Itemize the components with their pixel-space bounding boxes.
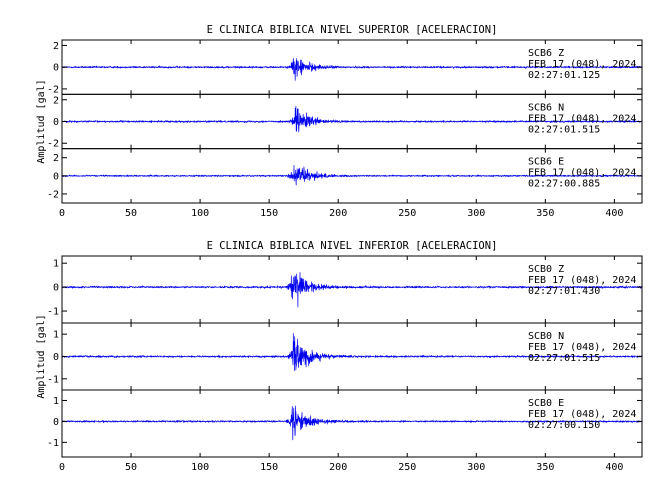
x-tick-label: 0 xyxy=(59,208,65,219)
y-tick-label: -1 xyxy=(47,374,59,385)
y-tick-label: 0 xyxy=(53,171,59,182)
station-component-label: SCB6 N xyxy=(528,102,564,113)
chart-title: E CLINICA BIBLICA NIVEL INFERIOR [ACELER… xyxy=(207,240,498,252)
y-tick-label: 0 xyxy=(53,117,59,128)
series-scb6-e xyxy=(61,164,643,186)
x-tick-label: 50 xyxy=(125,462,137,473)
x-tick-label: 0 xyxy=(59,462,65,473)
y-tick-label: -1 xyxy=(47,438,59,449)
x-tick-label: 300 xyxy=(467,462,485,473)
y-tick-label: -2 xyxy=(47,189,59,200)
series-scb0-z xyxy=(61,272,643,308)
chart-title: E CLINICA BIBLICA NIVEL SUPERIOR [ACELER… xyxy=(207,24,498,36)
x-tick-label: 100 xyxy=(191,462,209,473)
chart-block-2: E CLINICA BIBLICA NIVEL INFERIOR [ACELER… xyxy=(36,240,643,473)
x-tick-label: 200 xyxy=(329,208,347,219)
chart-block-1: E CLINICA BIBLICA NIVEL SUPERIOR [ACELER… xyxy=(36,24,643,219)
y-tick-label: -2 xyxy=(47,139,59,150)
y-tick-label: 1 xyxy=(53,330,59,341)
x-tick-label: 300 xyxy=(467,208,485,219)
record-date: FEB 17 (048), 2024 xyxy=(528,409,636,420)
y-tick-label: -1 xyxy=(47,307,59,318)
y-tick-label: 0 xyxy=(53,417,59,428)
station-component-label: SCB0 Z xyxy=(528,264,564,275)
x-tick-label: 400 xyxy=(605,208,623,219)
record-date: FEB 17 (048), 2024 xyxy=(528,275,636,286)
record-date: FEB 17 (048), 2024 xyxy=(528,342,636,353)
series-scb0-n xyxy=(61,333,643,371)
y-tick-label: 0 xyxy=(53,352,59,363)
record-date: FEB 17 (048), 2024 xyxy=(528,168,636,179)
panel-frame xyxy=(61,389,643,458)
record-time: 02:27:01.430 xyxy=(528,286,600,297)
x-tick-label: 200 xyxy=(329,462,347,473)
series-scb6-z xyxy=(61,58,643,81)
y-tick-label: 2 xyxy=(53,41,59,52)
station-component-label: SCB0 E xyxy=(528,398,564,409)
record-date: FEB 17 (048), 2024 xyxy=(528,113,636,124)
station-component-label: SCB6 E xyxy=(528,157,564,168)
x-tick-label: 400 xyxy=(605,462,623,473)
y-tick-label: 0 xyxy=(53,63,59,74)
y-axis-label: Amplitud [gal] xyxy=(36,314,47,398)
x-tick-label: 150 xyxy=(260,208,278,219)
y-tick-label: 2 xyxy=(53,153,59,164)
x-tick-label: 350 xyxy=(536,462,554,473)
record-time: 02:27:00.150 xyxy=(528,420,600,431)
y-tick-label: 0 xyxy=(53,283,59,294)
x-tick-label: 100 xyxy=(191,208,209,219)
y-tick-label: 2 xyxy=(53,95,59,106)
series-scb6-n xyxy=(61,105,643,133)
record-time: 02:27:01.125 xyxy=(528,70,600,81)
y-tick-label: 1 xyxy=(53,396,59,407)
x-tick-label: 50 xyxy=(125,208,137,219)
x-tick-label: 150 xyxy=(260,462,278,473)
series-scb0-e xyxy=(61,405,643,441)
station-component-label: SCB0 N xyxy=(528,331,564,342)
record-time: 02:27:00.885 xyxy=(528,179,600,190)
x-tick-label: 250 xyxy=(398,208,416,219)
y-axis-label: Amplitud [gal] xyxy=(36,79,47,163)
x-tick-label: 350 xyxy=(536,208,554,219)
record-time: 02:27:01.515 xyxy=(528,353,600,364)
y-tick-label: -2 xyxy=(47,84,59,95)
station-component-label: SCB6 Z xyxy=(528,48,564,59)
y-tick-label: 1 xyxy=(53,259,59,270)
record-date: FEB 17 (048), 2024 xyxy=(528,59,636,70)
record-time: 02:27:01.515 xyxy=(528,124,600,135)
x-tick-label: 250 xyxy=(398,462,416,473)
